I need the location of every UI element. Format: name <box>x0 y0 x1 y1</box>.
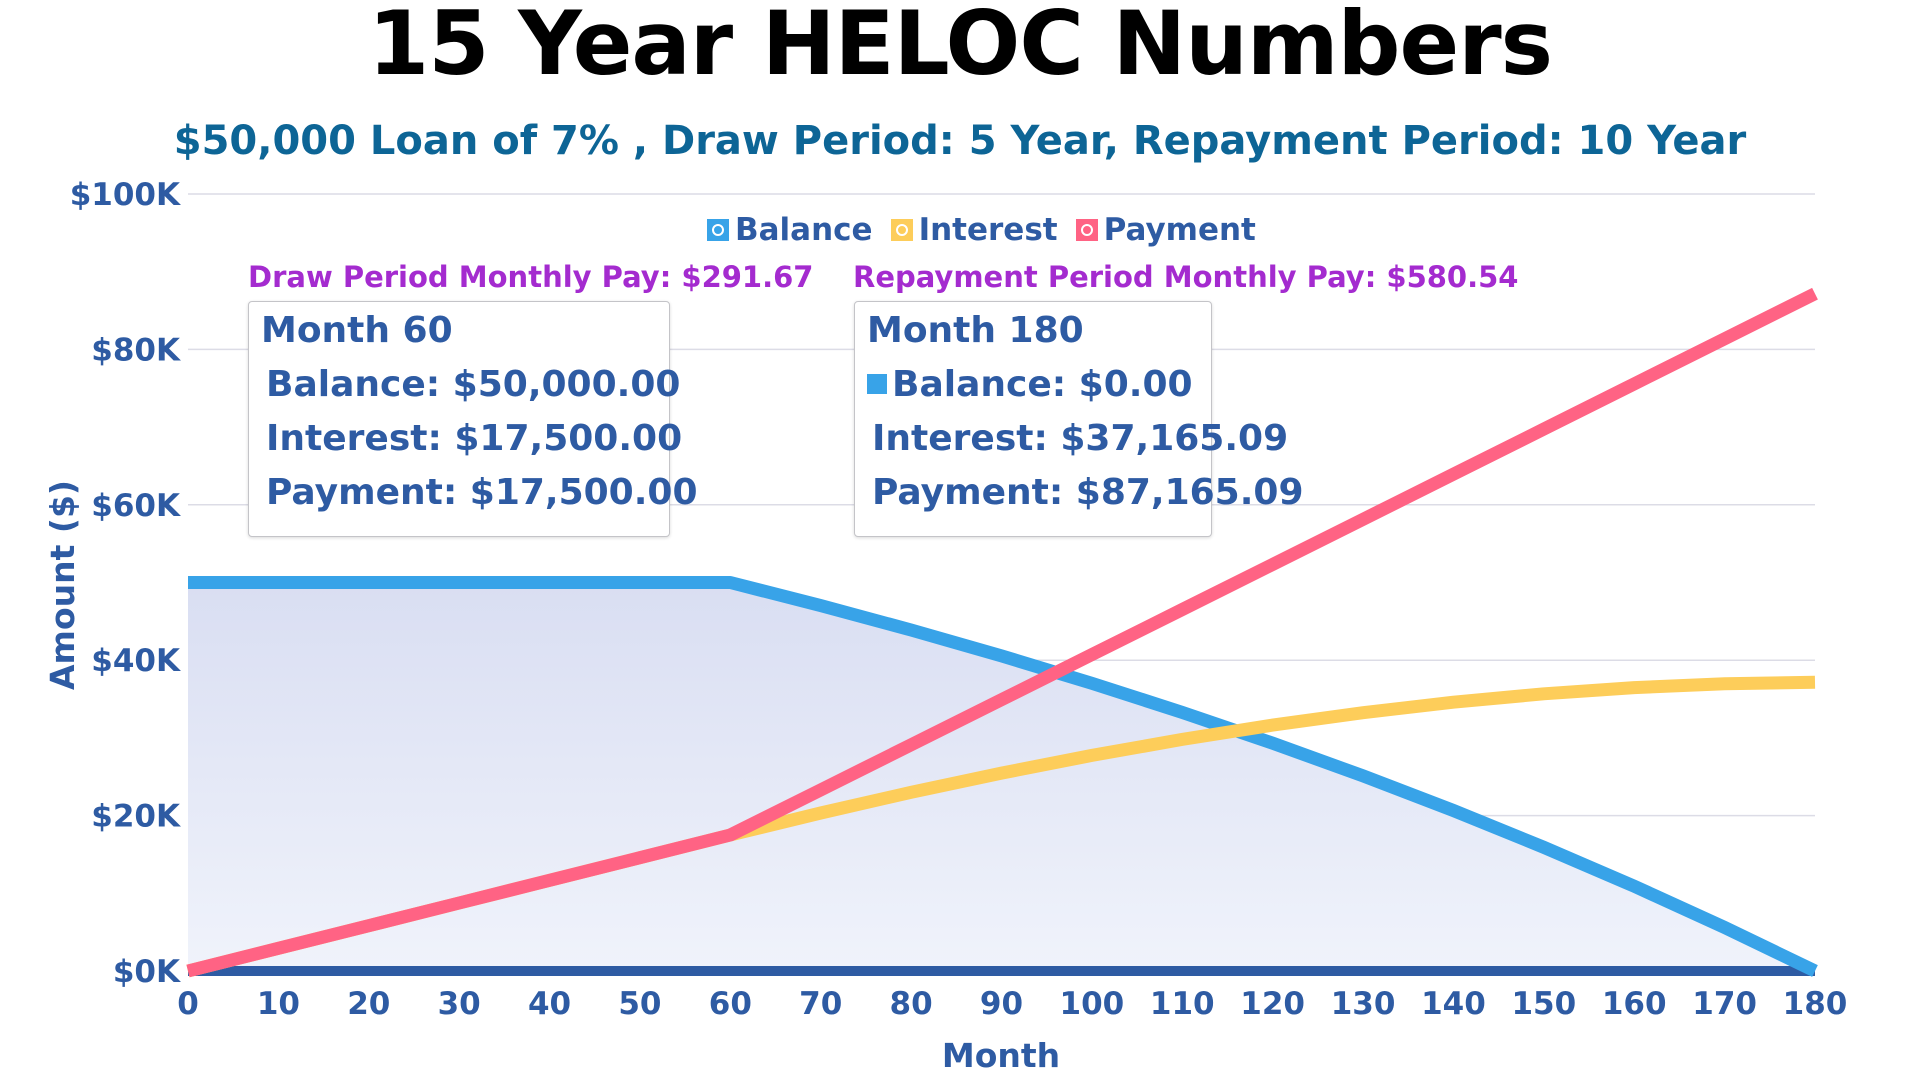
tooltip-row-payment: Payment: $17,500.00 <box>261 465 698 519</box>
tooltip-row-balance: Balance: $50,000.00 <box>261 357 680 411</box>
balance-swatch-icon <box>707 219 729 241</box>
svg-text:$100K: $100K <box>70 177 181 213</box>
svg-text:$40K: $40K <box>91 643 181 679</box>
svg-text:120: 120 <box>1240 986 1305 1022</box>
legend-label: Balance <box>735 212 873 248</box>
y-axis-ticks: $0K $20K $40K $60K $80K $100K <box>70 177 181 990</box>
y-axis-title: Amount ($) <box>43 480 82 690</box>
svg-text:50: 50 <box>618 986 661 1022</box>
tooltip-month-60: Month 60 Balance: $50,000.00 Interest: $… <box>248 301 698 537</box>
svg-text:90: 90 <box>980 986 1023 1022</box>
balance-line[interactable] <box>188 576 1818 977</box>
chart-title: 15 Year HELOC Numbers <box>367 0 1553 95</box>
tooltip-row-balance: Balance: $0.00 <box>867 357 1199 411</box>
tooltip-row-payment: Payment: $87,165.09 <box>867 465 1304 519</box>
svg-text:70: 70 <box>799 986 842 1022</box>
legend-label: Interest <box>918 212 1058 248</box>
svg-text:$20K: $20K <box>91 799 181 835</box>
chart-legend: Balance Interest Payment <box>707 212 1256 248</box>
svg-text:110: 110 <box>1150 986 1215 1022</box>
tooltip-value: Interest: $17,500.00 <box>266 417 683 459</box>
tooltip-row-interest: Interest: $37,165.09 <box>867 411 1288 465</box>
tooltip-value: Balance: $50,000.00 <box>266 363 681 405</box>
legend-item-balance[interactable]: Balance <box>707 212 873 248</box>
tooltip-value: Balance: $0.00 <box>892 363 1193 405</box>
svg-text:180: 180 <box>1783 986 1848 1022</box>
payment-line[interactable] <box>186 287 1818 978</box>
tooltip-title: Month 180 <box>867 310 1084 351</box>
legend-label: Payment <box>1103 212 1256 248</box>
svg-text:0: 0 <box>177 986 199 1022</box>
svg-text:130: 130 <box>1331 986 1396 1022</box>
chart-subtitle: $50,000 Loan of 7% , Draw Period: 5 Year… <box>173 118 1747 164</box>
balance-swatch-icon <box>867 374 887 394</box>
tooltip-month-180: Month 180 Balance: $0.00 Interest: $37,1… <box>854 301 1304 537</box>
svg-text:10: 10 <box>257 986 300 1022</box>
svg-text:$0K: $0K <box>113 954 181 990</box>
svg-text:$80K: $80K <box>91 332 181 368</box>
legend-item-interest[interactable]: Interest <box>890 212 1058 248</box>
svg-text:40: 40 <box>528 986 571 1022</box>
tooltip-title: Month 60 <box>261 310 453 351</box>
tooltip-value: Payment: $87,165.09 <box>872 471 1304 513</box>
repayment-period-annotation: Repayment Period Monthly Pay: $580.54 <box>853 260 1519 294</box>
svg-text:30: 30 <box>438 986 481 1022</box>
svg-text:100: 100 <box>1060 986 1125 1022</box>
tooltip-value: Payment: $17,500.00 <box>266 471 698 513</box>
svg-text:80: 80 <box>890 986 933 1022</box>
svg-text:140: 140 <box>1421 986 1486 1022</box>
payment-swatch-icon <box>1075 219 1098 241</box>
svg-text:20: 20 <box>347 986 390 1022</box>
legend-item-payment[interactable]: Payment <box>1075 212 1256 248</box>
svg-text:60: 60 <box>709 986 752 1022</box>
tooltip-value: Interest: $37,165.09 <box>872 417 1289 459</box>
tooltip-row-interest: Interest: $17,500.00 <box>261 411 682 465</box>
x-axis-title: Month <box>942 1036 1060 1075</box>
x-axis-ticks: 0 10 20 30 40 50 60 70 80 90 100 110 120 130 140 150 160… <box>177 986 1847 1022</box>
svg-text:$60K: $60K <box>91 488 181 524</box>
draw-period-annotation: Draw Period Monthly Pay: $291.67 <box>248 260 814 294</box>
svg-text:160: 160 <box>1602 986 1667 1022</box>
svg-text:150: 150 <box>1511 986 1576 1022</box>
interest-swatch-icon <box>890 219 913 241</box>
svg-text:170: 170 <box>1692 986 1757 1022</box>
